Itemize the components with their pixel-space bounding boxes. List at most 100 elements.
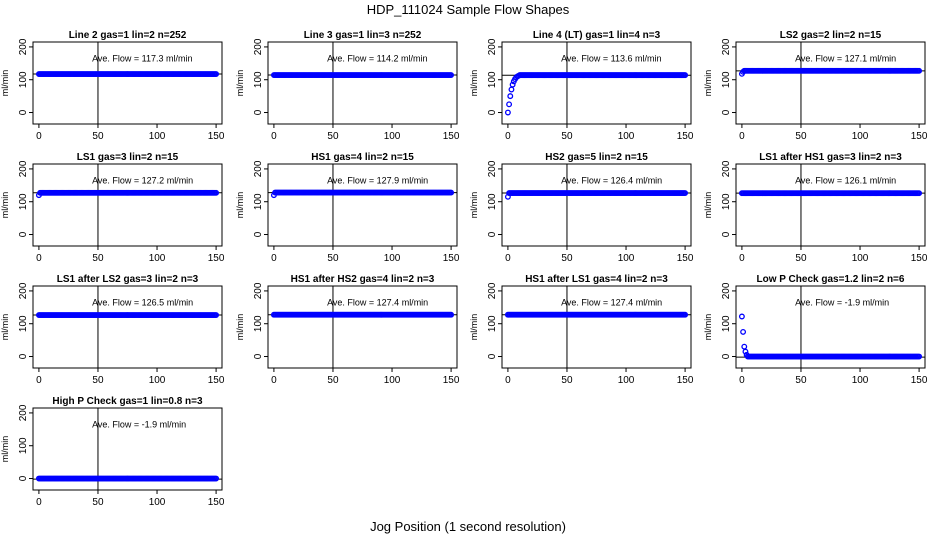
- y-tick-label: 100: [487, 315, 498, 332]
- x-tick-label: 50: [92, 253, 104, 264]
- y-tick-label: 200: [721, 160, 732, 177]
- y-tick-label: 200: [253, 38, 264, 55]
- data-point: [682, 72, 689, 79]
- panel: HS1 after HS2 gas=4 lin=2 n=3 ml/min 0 100 2…: [235, 274, 460, 386]
- panel-title: HS1 gas=4 lin=2 n=15: [311, 152, 414, 163]
- y-tick-label: 100: [18, 437, 29, 454]
- x-tick-label: 150: [208, 131, 225, 142]
- data-point: [916, 353, 923, 360]
- x-tick-label: 50: [795, 253, 807, 264]
- x-tick-label: 0: [505, 131, 511, 142]
- average-flow-label: Ave. Flow = 127.2 ml/min: [92, 176, 193, 186]
- y-tick-label: 0: [721, 353, 732, 359]
- plot-frame: [735, 285, 926, 369]
- x-tick-label: 100: [149, 375, 166, 386]
- y-tick-label: 100: [487, 193, 498, 210]
- y-tick-label: 0: [18, 475, 29, 481]
- y-tick-label: 0: [18, 109, 29, 115]
- x-tick-label: 100: [149, 497, 166, 508]
- x-tick-label: 150: [911, 253, 928, 264]
- x-tick-label: 100: [852, 131, 869, 142]
- figure-x-axis-label: Jog Position (1 second resolution): [370, 519, 566, 534]
- x-tick-label: 100: [618, 375, 635, 386]
- plot-frame: [32, 285, 223, 369]
- panel: Low P Check gas=1.2 lin=2 n=6 ml/min 0 100 2…: [703, 274, 928, 386]
- y-tick-label: 200: [253, 282, 264, 299]
- panel-title: HS1 after LS1 gas=4 lin=2 n=3: [525, 274, 668, 285]
- x-tick-label: 0: [271, 375, 277, 386]
- x-tick-label: 50: [327, 253, 339, 264]
- y-axis-label: ml/min: [469, 192, 479, 219]
- average-flow-label: Ave. Flow = 127.4 ml/min: [327, 298, 428, 308]
- x-tick-label: 150: [208, 497, 225, 508]
- panel-title: HS1 after HS2 gas=4 lin=2 n=3: [291, 274, 435, 285]
- x-tick-label: 50: [92, 375, 104, 386]
- data-point: [742, 348, 749, 355]
- x-tick-label: 100: [149, 131, 166, 142]
- y-tick-label: 0: [253, 231, 264, 237]
- panel: LS2 gas=2 lin=2 n=15 ml/min 0 100 200 0 50 100 1…: [703, 30, 928, 142]
- y-tick-label: 100: [721, 193, 732, 210]
- plot-frame: [735, 163, 926, 247]
- x-tick-label: 0: [36, 253, 42, 264]
- y-tick-label: 0: [487, 109, 498, 115]
- data-point: [738, 313, 745, 320]
- x-tick-label: 50: [561, 131, 573, 142]
- average-flow-label: Ave. Flow = 113.6 ml/min: [561, 54, 661, 64]
- x-tick-label: 150: [443, 131, 460, 142]
- x-tick-label: 0: [36, 375, 42, 386]
- panel: LS1 after LS2 gas=3 lin=2 n=3 ml/min 0 100 2…: [0, 274, 225, 386]
- average-flow-label: Ave. Flow = 126.5 ml/min: [92, 298, 193, 308]
- x-tick-label: 50: [327, 375, 339, 386]
- y-tick-label: 200: [487, 160, 498, 177]
- x-tick-label: 50: [795, 375, 807, 386]
- plot-frame: [501, 163, 692, 247]
- x-tick-label: 100: [618, 131, 635, 142]
- average-flow-label: Ave. Flow = 127.1 ml/min: [795, 54, 896, 64]
- panel: LS1 after HS1 gas=3 lin=2 n=3 ml/min 0 100 2…: [703, 152, 928, 264]
- x-tick-label: 0: [271, 253, 277, 264]
- data-point: [213, 71, 220, 77]
- panel-title: Line 3 gas=1 lin=3 n=252: [304, 30, 422, 41]
- y-tick-label: 100: [487, 71, 498, 88]
- x-tick-label: 0: [36, 497, 42, 508]
- y-tick-label: 200: [18, 282, 29, 299]
- x-tick-label: 150: [677, 375, 694, 386]
- x-tick-label: 150: [443, 253, 460, 264]
- panel: Line 3 gas=1 lin=3 n=252 ml/min 0 100 200 0 50…: [235, 30, 460, 142]
- y-tick-label: 100: [721, 71, 732, 88]
- y-tick-label: 0: [487, 231, 498, 237]
- data-point: [448, 189, 455, 196]
- y-tick-label: 0: [721, 231, 732, 237]
- average-flow-label: Ave. Flow = 127.4 ml/min: [561, 298, 662, 308]
- y-tick-label: 100: [253, 71, 264, 88]
- y-tick-label: 200: [18, 160, 29, 177]
- data-point: [448, 311, 455, 318]
- panel: Line 4 (LT) gas=1 lin=4 n=3 ml/min 0 100 200…: [469, 30, 694, 142]
- average-flow-label: Ave. Flow = -1.9 ml/min: [795, 298, 889, 308]
- x-tick-label: 50: [92, 497, 104, 508]
- data-point: [213, 475, 220, 482]
- x-tick-label: 150: [911, 131, 928, 142]
- x-tick-label: 150: [208, 375, 225, 386]
- plot-frame: [501, 41, 692, 125]
- y-axis-label: ml/min: [703, 192, 713, 219]
- y-axis-label: ml/min: [703, 70, 713, 97]
- panel: High P Check gas=1 lin=0.8 n=3 ml/min 0 100…: [0, 396, 225, 508]
- y-tick-label: 100: [18, 193, 29, 210]
- x-tick-label: 100: [618, 253, 635, 264]
- panel-title: Line 2 gas=1 lin=2 n=252: [69, 30, 187, 41]
- plot-frame: [267, 285, 458, 369]
- x-tick-label: 100: [384, 375, 401, 386]
- x-tick-label: 100: [852, 253, 869, 264]
- y-axis-label: ml/min: [0, 314, 10, 341]
- x-tick-label: 50: [561, 253, 573, 264]
- y-tick-label: 200: [721, 38, 732, 55]
- y-tick-label: 0: [487, 353, 498, 359]
- panel-title: High P Check gas=1 lin=0.8 n=3: [52, 396, 203, 407]
- data-point: [508, 86, 515, 93]
- data-point: [213, 189, 220, 196]
- y-axis-label: ml/min: [235, 192, 245, 219]
- y-tick-label: 0: [18, 231, 29, 237]
- x-tick-label: 50: [795, 131, 807, 142]
